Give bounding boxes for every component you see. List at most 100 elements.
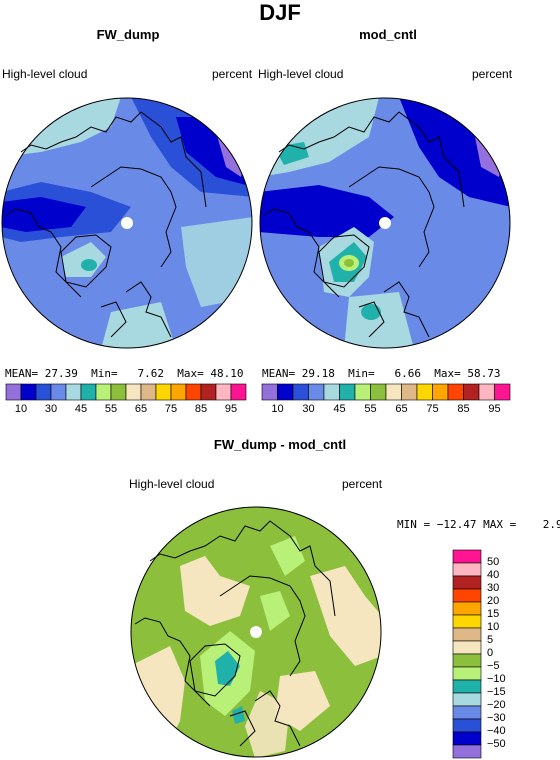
panel1-map [1,97,253,349]
panel3-variable-label: High-level cloud [129,477,215,491]
panel1-coastlines [5,111,207,338]
panel2-colorbar [261,383,511,401]
colorbar-swatch [385,383,402,401]
colorbar-swatch [20,383,37,401]
panel1-mean-value: 27.39 [44,367,78,380]
colorbar-swatch [215,383,232,401]
colorbar-swatch [452,549,482,564]
panel2-colorbar-ticks: 10 30 45 55 65 75 85 95 [262,403,510,417]
colorbar-tick-label: 85 [194,403,208,415]
colorbar-tick-label: 95 [224,403,238,415]
panel2-map-border [259,97,511,349]
panel3-cream-south [245,691,290,757]
colorbar-swatch [370,383,387,401]
panel3-cream-north [180,556,250,626]
colorbar-tick-label: 30 [487,582,500,594]
panel1-colorbar-ticks: 10 30 45 55 65 75 85 95 [6,403,246,417]
colorbar-swatch [452,575,482,590]
colorbar-swatch [95,383,112,401]
panel2-pole-marker [379,217,391,229]
colorbar-swatch [416,383,433,401]
colorbar-swatch [308,383,325,401]
panel2-mean-value: 29.18 [301,367,335,380]
panel3-minmax: MIN = −12.47 MAX = 2.99 [397,518,560,531]
colorbar-tick-label: −15 [487,686,506,698]
colorbar-swatch [452,744,482,759]
panel3-coastlines [134,520,336,747]
panel1-min-label: Min= [91,367,118,380]
panel3-teal-small [232,706,245,724]
colorbar-tick-label: 55 [364,403,377,415]
colorbar-tick-label: 75 [426,403,439,415]
colorbar-swatch [65,383,82,401]
colorbar-tick-label: 20 [487,595,500,607]
panel1-variable-label: High-level cloud [2,67,88,81]
colorbar-tick-label: 10 [487,621,500,633]
colorbar-swatch [292,383,309,401]
panel2-olive-core [344,259,354,267]
panel1-map-border [1,97,253,349]
panel2-teal-bottom [361,304,381,320]
colorbar-tick-label: 15 [487,608,500,620]
panel1-max-label: Max= [177,367,204,380]
colorbar-tick-label: 5 [487,634,494,646]
colorbar-swatch [35,383,52,401]
colorbar-swatch [452,588,482,603]
colorbar-swatch [452,614,482,629]
colorbar-swatch [230,383,247,401]
panel2-map [259,97,511,349]
panel3-title: FW_dump - mod_cntl [213,437,347,452]
panel2-darkblue-west [260,185,394,237]
panel3-map-border [130,506,382,758]
colorbar-tick-label: 75 [164,403,178,415]
colorbar-swatch [452,718,482,733]
colorbar-swatch [261,383,278,401]
panel3-colorbar-ticks: 50 40 30 20 15 10 5 0 −5 −10 −15 −20 −30 −40 −50 [487,550,537,758]
colorbar-tick-label: 95 [488,403,501,415]
panel1-pole-marker [121,217,133,229]
panel2-max-label: Max= [434,367,461,380]
panel2-title: mod_cntl [359,27,417,42]
panel2-mean-label: MEAN= [262,367,296,380]
colorbar-tick-label: −10 [487,673,506,685]
panel3-pole-marker [250,626,262,638]
colorbar-swatch [452,653,482,668]
colorbar-tick-label: 50 [487,556,500,568]
panel1-stats: MEAN= 27.39 Min= 7.62 Max= 48.10 [5,367,244,380]
main-title: DJF [259,0,301,25]
panel2-coastlines [263,111,465,338]
colorbar-swatch [50,383,67,401]
panel2-min-value: 6.66 [394,367,422,380]
colorbar-tick-label: 10 [14,403,28,415]
colorbar-swatch [452,692,482,707]
panel2-max-value: 58.73 [467,367,501,380]
colorbar-swatch [452,679,482,694]
colorbar-tick-label: −40 [487,725,506,737]
panel1-max-value: 48.10 [210,367,244,380]
panel3-cream-west [131,646,185,757]
colorbar-swatch [432,383,449,401]
colorbar-swatch [452,562,482,577]
panel1-teal-core [81,259,97,271]
panel1-darkblue-west [2,197,86,232]
colorbar-swatch [170,383,187,401]
colorbar-swatch [323,383,340,401]
panel2-stats: MEAN= 29.18 Min= 6.66 Max= 58.73 [262,367,501,380]
colorbar-swatch [494,383,511,401]
panel1-mean-label: MEAN= [5,367,39,380]
colorbar-tick-label: 65 [395,403,408,415]
panel1-colorbar [5,383,247,401]
colorbar-swatch [463,383,480,401]
colorbar-swatch [452,640,482,655]
colorbar-swatch [478,383,495,401]
colorbar-tick-label: 10 [271,403,284,415]
panel3-units-label: percent [342,477,383,491]
colorbar-tick-label: 55 [104,403,118,415]
panel1-min-value: 7.62 [137,367,165,380]
colorbar-tick-label: 0 [487,647,494,659]
panel1-light-bottom [101,302,176,348]
colorbar-swatch [277,383,294,401]
colorbar-swatch [452,627,482,642]
colorbar-tick-label: 30 [44,403,58,415]
colorbar-swatch [447,383,464,401]
